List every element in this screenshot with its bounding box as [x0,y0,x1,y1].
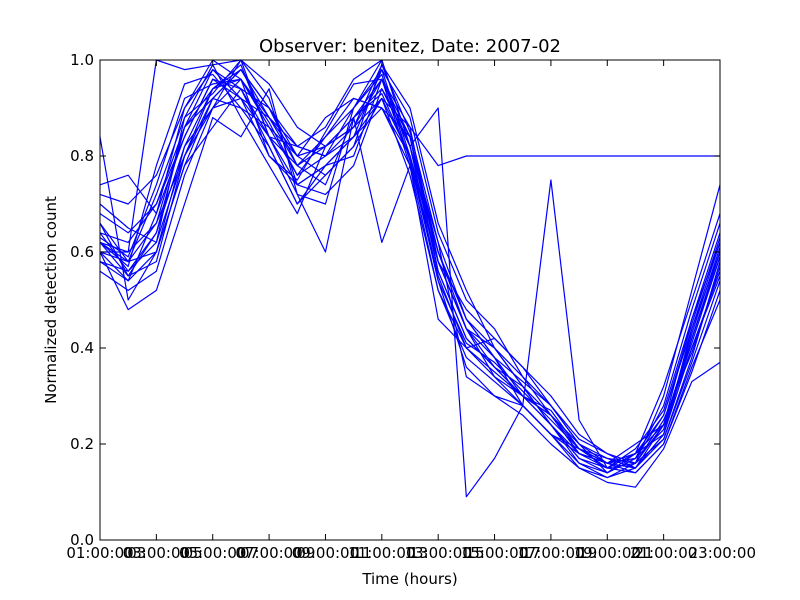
y-tick-label: 0.4 [70,339,94,357]
x-tick-label-overlap: 05 [184,544,203,562]
tick-layer: 01:00:0003:00:0005:00:0007:00:0009:00:00… [66,51,756,562]
series-line-20 [99,68,721,464]
y-axis-label: Normalized detection count [42,196,60,404]
y-tick-label: 0.6 [70,243,94,261]
x-tick-label: 21:00:00 [630,544,697,562]
x-tick-label: 05:00:00 [179,544,246,562]
x-tick-label: 13:00:00 [404,544,471,562]
x-tick-label: 23:00:00 [689,544,756,562]
x-tick-label-overlap: 11 [353,544,372,562]
x-tick-label-overlap: 19 [578,544,597,562]
x-tick-label-overlap: 17 [522,544,541,562]
x-tick-label-overlap: 21 [635,544,654,562]
x-tick-label: 01:00:00 [66,544,133,562]
x-tick-label-overlap: 13 [409,544,428,562]
x-tick-label: 03:00:00 [123,544,190,562]
x-tick-label-overlap: 09 [296,544,315,562]
x-tick-label: 15:00:00 [461,544,528,562]
series-line-11 [99,64,721,464]
x-tick-label-overlap: 07 [240,544,259,562]
x-tick-label: 07:00:00 [235,544,302,562]
series-layer [99,59,721,498]
x-tick-label: 19:00:00 [574,544,641,562]
series-line-19 [99,97,721,479]
series-line-16 [99,78,720,282]
plot-frame [99,59,721,541]
y-tick-label: 1.0 [70,51,94,69]
x-tick-label: 11:00:00 [348,544,415,562]
x-tick-label-overlap: 03 [127,544,146,562]
x-axis-label: Time (hours) [361,570,457,588]
x-tick-label: 09:00:00 [292,544,359,562]
y-tick-label: 0.8 [70,147,94,165]
y-tick-label: 0.0 [70,531,94,549]
series-line-21 [99,97,721,488]
chart-title: Observer: benitez, Date: 2007-02 [259,36,561,57]
series-line-15 [99,78,721,469]
x-tick-label-overlap: 15 [465,544,484,562]
x-tick-label: 17:00:00 [517,544,584,562]
y-tick-label: 0.2 [70,435,94,453]
